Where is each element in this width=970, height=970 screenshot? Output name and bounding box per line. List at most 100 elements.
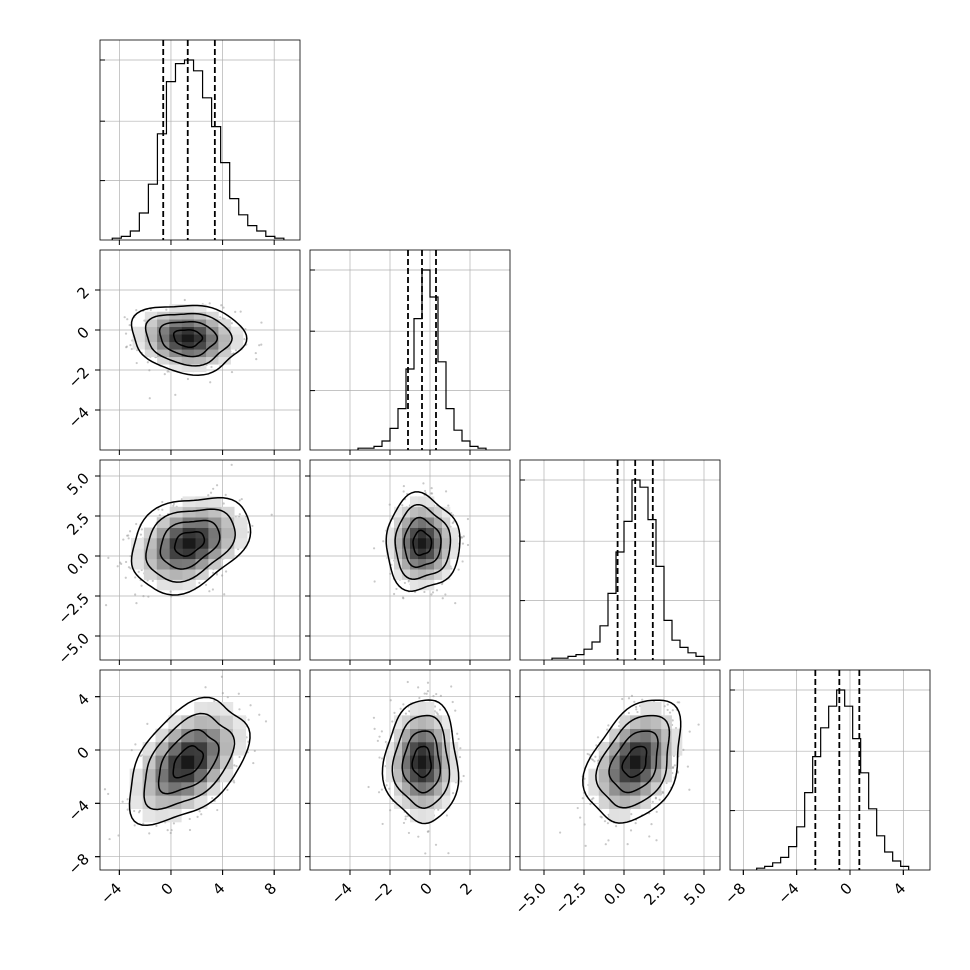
density-cell	[426, 768, 435, 783]
scatter-point	[148, 397, 151, 400]
density-cell	[193, 304, 207, 313]
scatter-point	[663, 705, 666, 708]
scatter-point	[367, 785, 370, 789]
scatter-point	[460, 536, 463, 539]
x-tick-group: −8 −4 0 4	[721, 870, 909, 908]
scatter-point	[655, 839, 658, 842]
scatter-point	[116, 565, 119, 568]
scatter-point	[172, 822, 176, 825]
panel-frame	[729, 669, 931, 871]
contour-line	[411, 745, 432, 779]
scatter-point	[607, 724, 610, 727]
x-tick-label: 4	[890, 879, 909, 898]
scatter-point	[122, 538, 125, 541]
scatter-point	[233, 781, 236, 784]
scatter-point	[237, 692, 240, 695]
panel-frame	[309, 459, 511, 661]
scatter-point	[158, 513, 161, 517]
density-cell	[234, 538, 248, 549]
scatter-point	[437, 808, 440, 811]
density-cell	[220, 715, 234, 729]
scatter-point	[226, 788, 229, 791]
density-cell	[207, 755, 221, 769]
density-cell	[630, 755, 641, 769]
scatter-point	[208, 590, 211, 593]
panel-frame	[99, 459, 301, 661]
scatter-point	[655, 810, 658, 813]
x-tick-group: −4 0 4 8	[97, 870, 280, 908]
density-cell	[195, 496, 209, 508]
scatter-point	[220, 574, 224, 577]
density-cell	[144, 349, 158, 358]
scatter-point	[408, 709, 411, 713]
density-cell	[182, 538, 196, 549]
density-cell	[450, 768, 459, 783]
density-cell	[640, 715, 652, 729]
scatter-point	[606, 728, 609, 731]
panel-content	[310, 670, 510, 870]
scatter-point	[676, 701, 679, 704]
scatter-point	[157, 508, 160, 511]
density-cell	[434, 506, 443, 518]
density-cell	[195, 538, 209, 549]
density-cell	[609, 742, 620, 756]
scatter-point	[630, 813, 633, 816]
scatter-point	[224, 570, 228, 573]
density-cell	[426, 527, 435, 539]
scatter-point	[378, 735, 381, 738]
scatter-point	[117, 834, 120, 837]
histogram-panel	[309, 249, 511, 455]
density-cell	[609, 808, 620, 823]
scatter-point	[220, 304, 223, 307]
scatter-point	[230, 370, 234, 374]
density-cell	[426, 795, 435, 809]
density-cell	[218, 334, 231, 343]
density-cell	[394, 728, 403, 743]
scatter-point	[682, 748, 685, 751]
scatter-point	[674, 726, 678, 730]
density-cell	[142, 782, 156, 796]
scatter-point	[431, 591, 435, 594]
scatter-point	[238, 755, 241, 759]
density-cell	[194, 742, 208, 756]
density-cell	[181, 728, 195, 743]
scatter-point	[665, 781, 668, 785]
scatter-point	[280, 666, 282, 668]
scatter-point	[140, 528, 143, 531]
panel-frame	[309, 669, 511, 871]
contour-line	[595, 714, 671, 809]
scatter-point	[135, 602, 138, 605]
density-cell	[168, 742, 182, 756]
scatter-point	[170, 595, 173, 598]
scatter-point	[213, 699, 216, 703]
density-cell	[181, 311, 195, 320]
density-cell	[410, 538, 419, 549]
scatter-point	[123, 316, 126, 319]
scatter-point	[666, 703, 669, 706]
density-cell	[155, 795, 169, 809]
scatter-point	[234, 349, 237, 352]
x-tick-group: −4 −2 0 2	[328, 870, 476, 908]
scatter-point	[127, 534, 130, 537]
scatter-point	[658, 798, 661, 801]
scatter-point	[671, 766, 675, 770]
density-cell	[194, 702, 208, 716]
panel-content	[100, 666, 300, 870]
corner-plot-layer: −8 −4 0 4−4 0 4 8 −4 −2 0 2 −5.0 −2.5 0.0 2.5 5.0−4−202…	[55, 39, 931, 918]
density-cell	[181, 715, 195, 729]
scatter-point	[634, 705, 638, 709]
density-cell	[193, 341, 207, 350]
scatter-point	[170, 828, 173, 832]
density-cell	[410, 548, 419, 560]
scatter-point	[238, 513, 241, 516]
scatter-point	[581, 797, 584, 800]
density-cell	[640, 795, 652, 809]
scatter-point	[629, 829, 633, 832]
density-cell	[410, 795, 419, 809]
scatter-point	[661, 790, 664, 793]
scatter-point	[462, 535, 465, 538]
scatter-point	[215, 484, 219, 487]
density-cell	[207, 768, 221, 783]
scatter-point	[668, 711, 672, 714]
scatter-point	[126, 798, 129, 801]
